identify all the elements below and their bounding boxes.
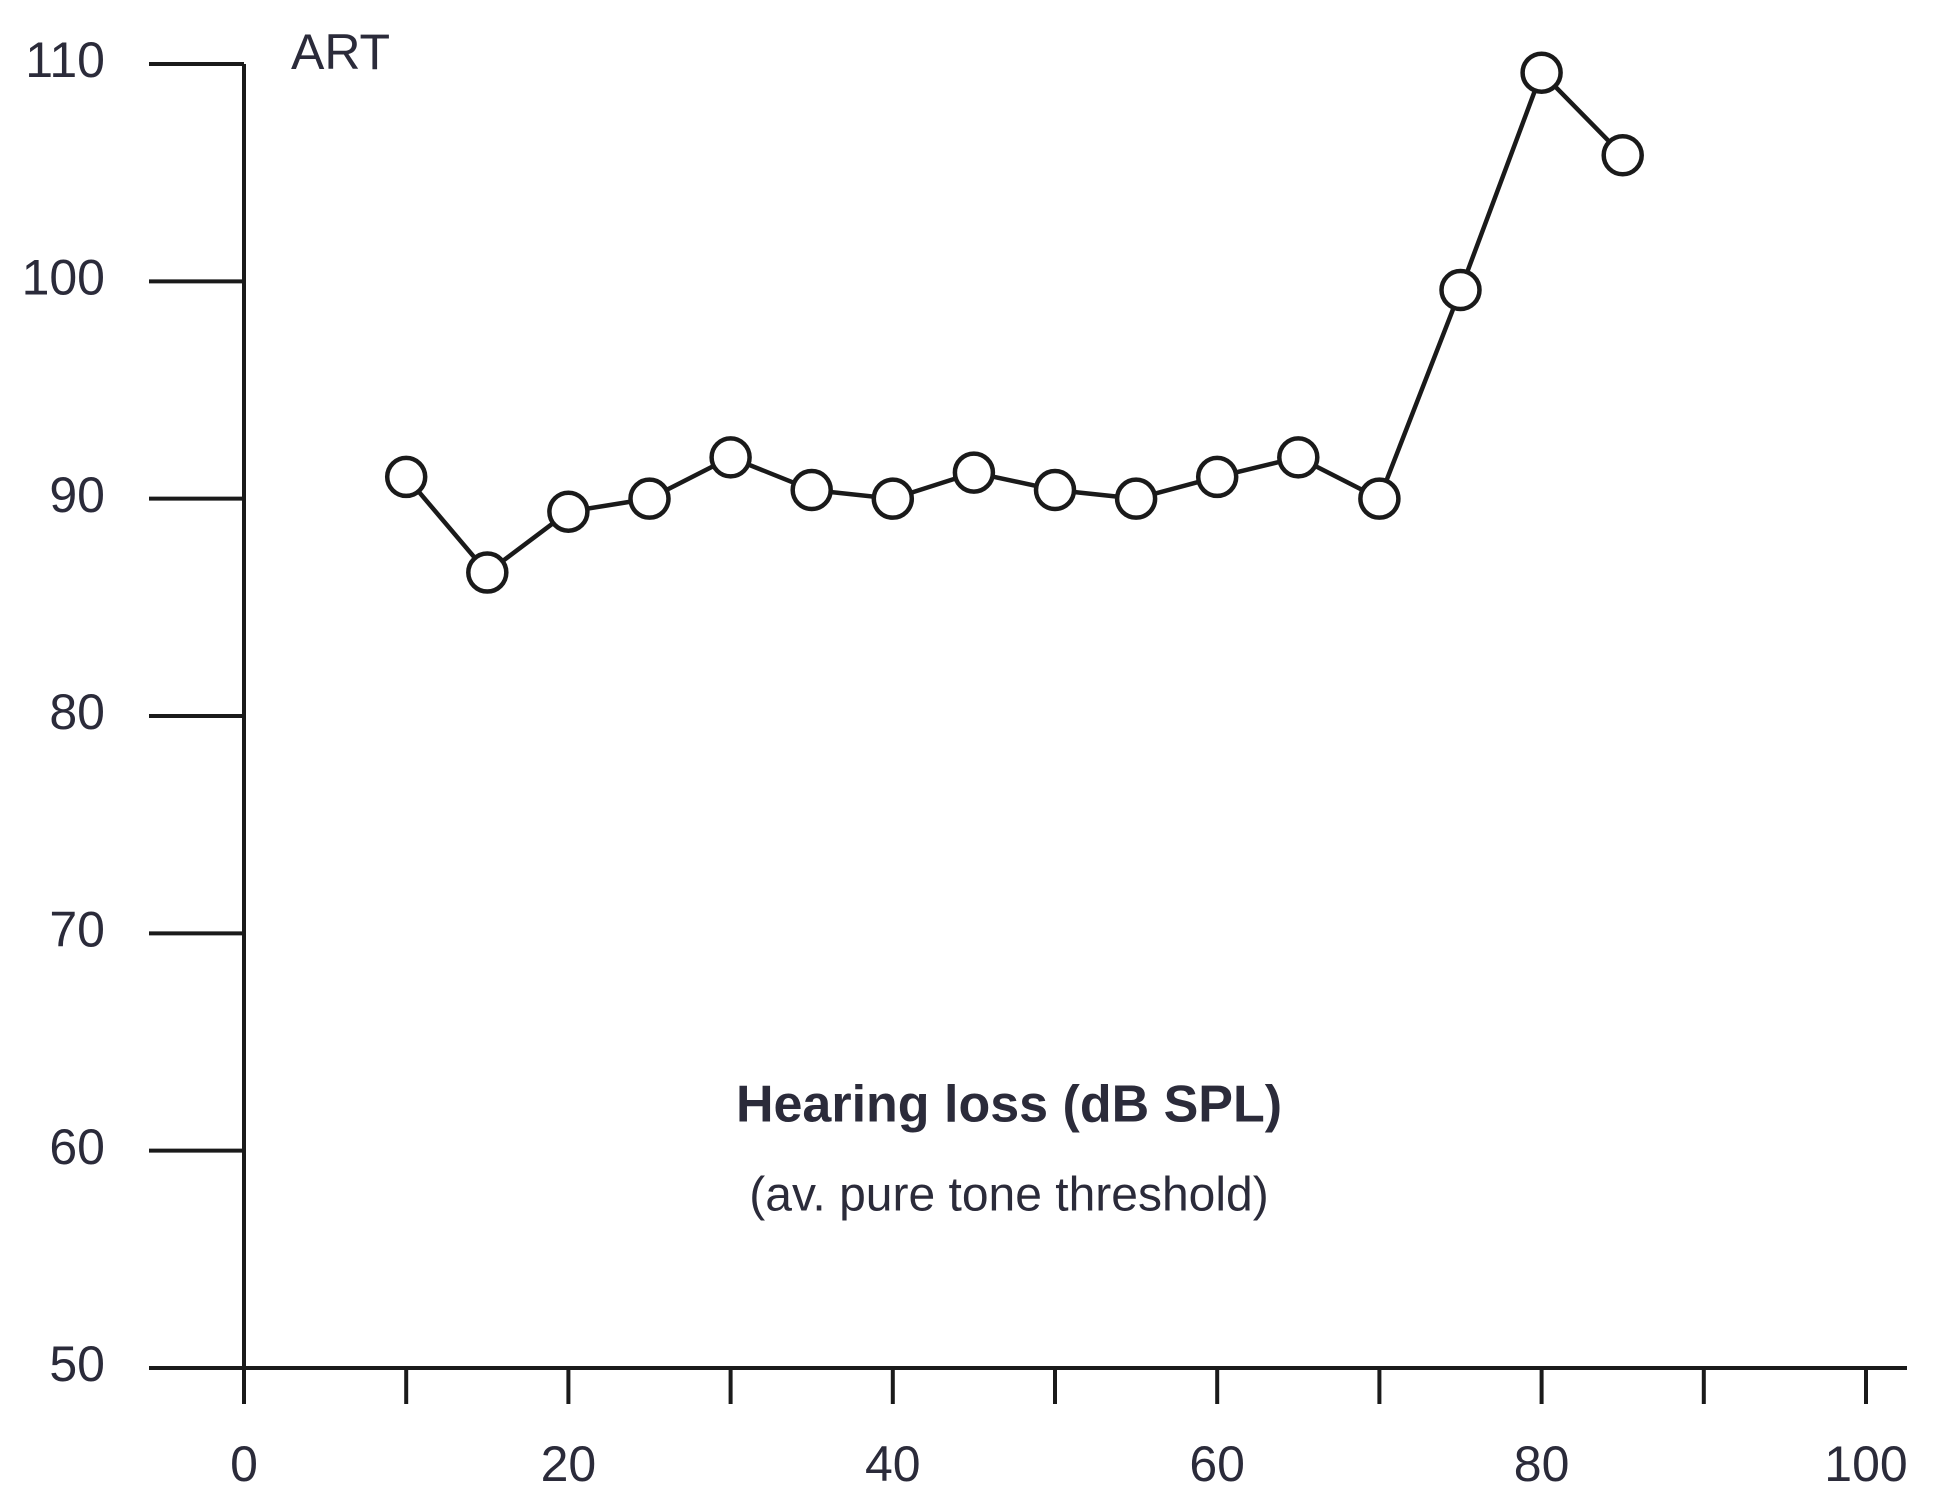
point: [790, 468, 833, 512]
point: [709, 436, 752, 479]
point: [1277, 436, 1320, 479]
point: [1114, 477, 1158, 520]
y-tick-label: 90: [49, 467, 105, 523]
point: [1439, 268, 1482, 312]
y-tick-label: 60: [49, 1119, 105, 1175]
point: [1601, 134, 1644, 177]
point: [628, 477, 671, 520]
point: [1033, 468, 1077, 512]
y-axis-label: ART: [291, 24, 390, 80]
point: [1520, 51, 1563, 94]
point: [384, 455, 428, 499]
x-tick-label: 60: [1189, 1436, 1245, 1492]
point: [547, 490, 590, 533]
y-tick-label: 80: [49, 684, 105, 740]
point: [1358, 477, 1401, 520]
y-tick-label: 50: [49, 1336, 105, 1392]
x-tick-label: 0: [230, 1436, 258, 1492]
x-tick-label: 100: [1824, 1436, 1907, 1492]
y-tick-label: 110: [25, 32, 105, 88]
point: [1195, 455, 1239, 499]
x-tick-label: 40: [865, 1436, 921, 1492]
point: [871, 477, 915, 520]
y-tick-label: 100: [22, 250, 105, 306]
x-tick-label: 20: [541, 1436, 597, 1492]
y-tick-label: 70: [49, 902, 105, 958]
x-tick-label: 80: [1514, 1436, 1570, 1492]
point: [466, 551, 509, 594]
x-axis-label: Hearing loss (dB SPL): [736, 1076, 1282, 1134]
line: [404, 70, 1625, 575]
x-axis-sublabel: (av. pure tone threshold): [749, 1169, 1268, 1222]
point: [952, 451, 996, 494]
